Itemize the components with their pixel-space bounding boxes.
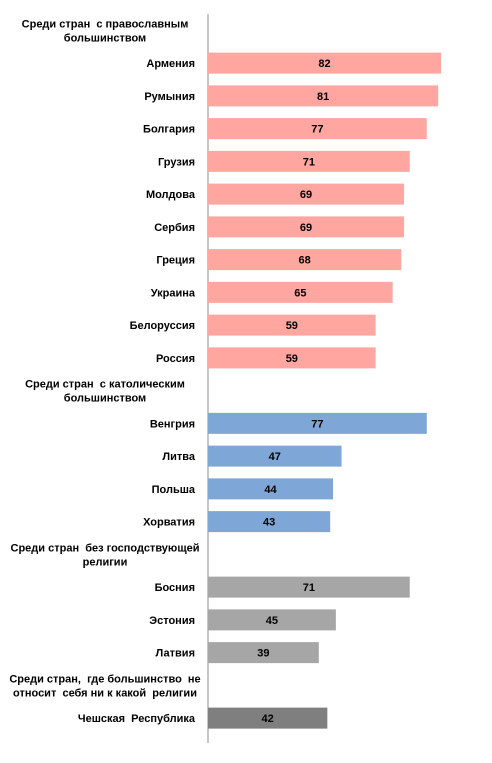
data-label: 65: [294, 287, 306, 299]
group-heading-line: религии: [83, 556, 128, 568]
bar: [208, 478, 334, 500]
category-label: Хорватия: [143, 517, 195, 529]
data-label: 47: [269, 451, 281, 463]
bar: [208, 216, 405, 238]
bar: [208, 281, 393, 303]
category-label: Венгрия: [150, 418, 195, 430]
bar: [208, 347, 376, 369]
group-heading-line: Среди стран с католическим: [25, 379, 185, 391]
group-heading-line: большинством: [64, 32, 146, 44]
category-label: Белоруссия: [130, 320, 195, 332]
bar: [208, 150, 410, 172]
bar: [208, 576, 410, 598]
category-label: Грузия: [158, 156, 195, 168]
category-label: Сербия: [154, 222, 195, 234]
group-heading-line: Среди стран с православным: [22, 18, 189, 30]
data-label: 69: [300, 222, 312, 234]
group-heading-line: большинством: [64, 393, 146, 405]
data-label: 81: [317, 91, 329, 103]
bar: [208, 412, 427, 434]
category-label: Польша: [152, 484, 196, 496]
data-label: 59: [286, 353, 298, 365]
bar: [208, 85, 439, 107]
bar: [208, 707, 328, 729]
group-heading: Среди стран без господствующей религии: [11, 542, 200, 568]
data-label: 44: [264, 484, 277, 496]
data-label: 39: [257, 648, 269, 660]
data-label: 69: [300, 189, 312, 201]
bar: [208, 249, 402, 271]
data-label: 42: [262, 713, 274, 725]
group-heading-line: Среди стран без господствующей: [11, 542, 200, 554]
data-label: 71: [303, 156, 315, 168]
data-label: 71: [303, 582, 315, 594]
bar: [208, 314, 376, 336]
group-heading-line: относит себя ни к какой религии: [13, 687, 197, 699]
category-label: Босния: [155, 582, 195, 594]
category-label: Румыния: [144, 91, 195, 103]
data-label: 68: [298, 255, 310, 267]
data-label: 45: [266, 615, 278, 627]
group-heading: Среди стран с православным большинством: [22, 18, 189, 44]
category-label: Латвия: [156, 648, 195, 660]
group-heading: Среди стран с католическим большинством: [25, 379, 185, 405]
group-heading-line: Среди стран, где большинство не: [9, 673, 200, 685]
category-label: Эстония: [149, 615, 195, 627]
category-label: Украина: [151, 287, 196, 299]
category-label: Россия: [156, 353, 195, 365]
bar: [208, 118, 427, 140]
bar: [208, 609, 336, 631]
group-heading: Среди стран, где большинство не относит с…: [9, 673, 200, 699]
category-label: Литва: [162, 451, 195, 463]
category-label: Молдова: [146, 189, 196, 201]
data-label: 77: [311, 418, 323, 430]
data-label: 43: [263, 517, 275, 529]
bar: [208, 642, 319, 664]
category-label: Армения: [146, 58, 195, 70]
bar: [208, 52, 441, 74]
category-label: Болгария: [143, 124, 195, 136]
category-label: Чешская Республика: [78, 713, 196, 725]
data-label: 82: [318, 58, 330, 70]
data-label: 77: [311, 124, 323, 136]
bar: [208, 445, 342, 467]
category-label: Греция: [156, 255, 195, 267]
bar: [208, 511, 331, 533]
bar: [208, 183, 405, 205]
data-label: 59: [286, 320, 298, 332]
